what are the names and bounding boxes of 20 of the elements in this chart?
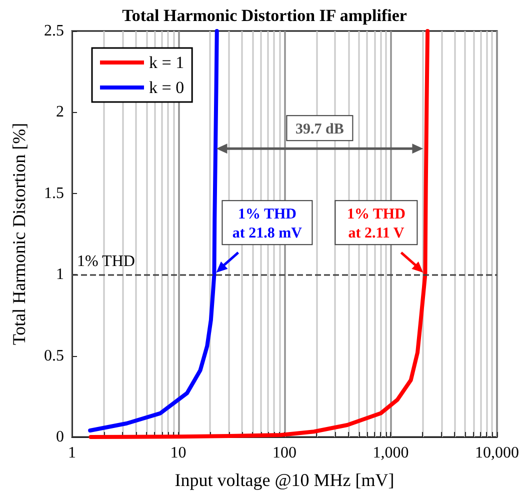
y-tick-label: 1: [56, 266, 64, 284]
x-tick-label: 100: [272, 444, 296, 462]
y-tick-label: 2.5: [44, 22, 64, 40]
legend-label: k = 0: [149, 78, 184, 97]
ref-line-label: 1% THD: [77, 253, 135, 270]
annotation: 39.7 dB: [296, 122, 344, 138]
y-tick-label: 1.5: [44, 184, 64, 202]
x-tick-label: 1: [68, 444, 76, 462]
x-tick-label: 1,000: [372, 444, 409, 462]
y-tick-label: 0: [56, 428, 64, 446]
annotation: 1% THD at 21.8 mV: [232, 206, 302, 242]
annotation: 1% THD at 2.11 V: [346, 206, 406, 242]
x-tick-label: 10: [170, 444, 186, 462]
x-axis-title: Input voltage @10 MHz [mV]: [174, 470, 394, 490]
x-tick-label: 10,000: [475, 444, 519, 462]
y-tick-label: 2: [56, 104, 64, 121]
y-tick-label: 0.5: [44, 347, 64, 364]
y-axis-title: Total Harmonic Distortion [%]: [9, 122, 29, 346]
legend-label: k = 1: [149, 53, 184, 72]
chart-title: Total Harmonic Distortion IF amplifier: [122, 6, 408, 25]
